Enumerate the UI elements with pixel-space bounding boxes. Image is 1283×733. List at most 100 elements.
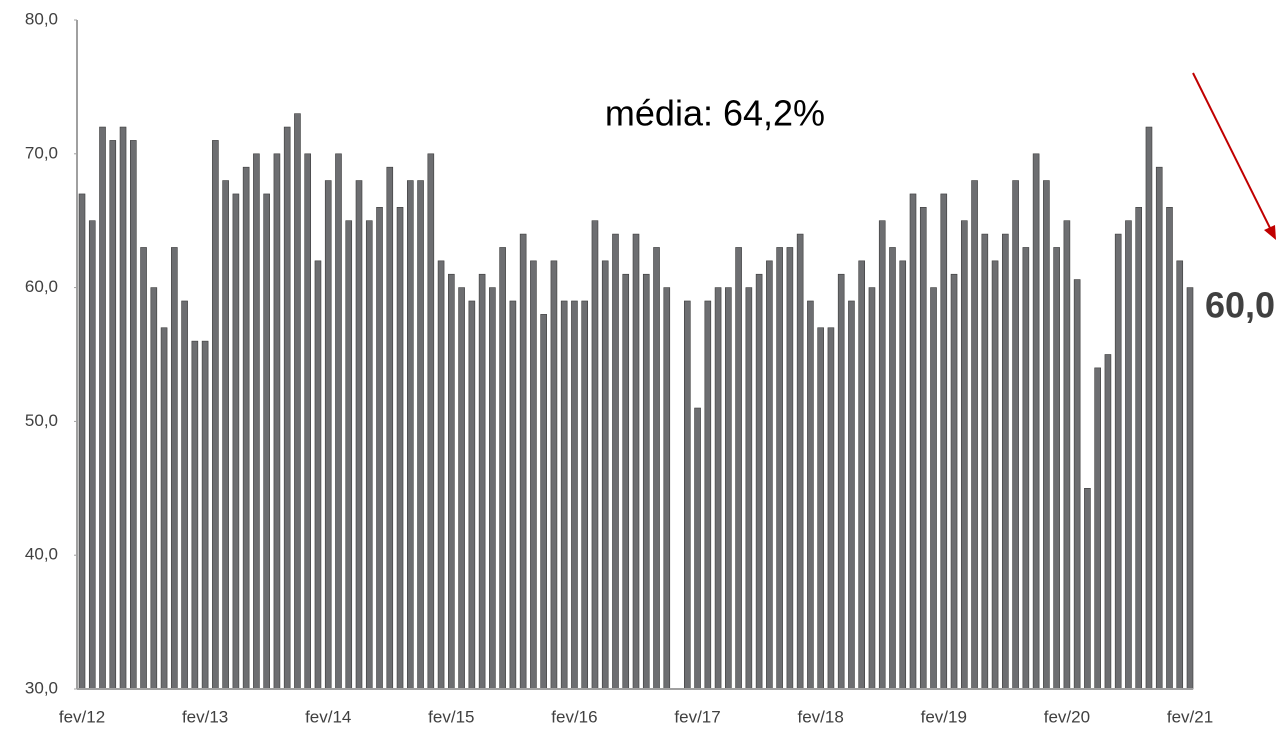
x-tick-label: fev/15 <box>428 707 474 726</box>
bar <box>663 287 671 690</box>
bar <box>807 300 814 690</box>
bar <box>930 287 937 690</box>
bar <box>478 273 486 690</box>
bar <box>1145 126 1153 690</box>
x-tick-label: fev/14 <box>305 707 351 726</box>
bar <box>489 287 496 690</box>
bar <box>304 153 312 690</box>
x-tick-label: fev/17 <box>674 707 720 726</box>
bar <box>571 300 578 690</box>
bar <box>560 300 568 690</box>
bar <box>653 247 660 690</box>
bar <box>735 247 742 690</box>
bar <box>376 207 383 690</box>
bar <box>837 273 845 690</box>
bar <box>519 233 527 690</box>
bar <box>448 273 455 690</box>
bar <box>232 193 240 690</box>
bar <box>509 300 517 690</box>
bar <box>909 193 917 690</box>
last-value-annotation: 60,0 <box>1205 285 1275 326</box>
bar <box>1032 153 1040 690</box>
bar <box>1022 247 1030 690</box>
bar <box>345 220 353 690</box>
bar <box>160 327 168 690</box>
bar <box>1166 207 1173 690</box>
bar <box>294 113 301 690</box>
bar <box>1125 220 1132 690</box>
bar <box>858 260 866 690</box>
bar <box>171 247 178 690</box>
x-tick-label: fev/18 <box>798 707 844 726</box>
bar <box>940 193 948 690</box>
bar <box>109 140 117 690</box>
bar <box>427 153 435 690</box>
bar <box>263 193 270 690</box>
bar <box>796 233 804 690</box>
x-tick-label: fev/19 <box>921 707 967 726</box>
bar <box>1043 180 1050 690</box>
bar <box>981 233 989 690</box>
bar <box>191 340 199 690</box>
bar <box>212 140 219 690</box>
bar <box>78 193 86 690</box>
average-annotation: média: 64,2% <box>605 93 825 134</box>
bar <box>1012 180 1019 690</box>
bar <box>1002 233 1009 690</box>
bar <box>417 180 424 690</box>
bar <box>889 247 896 690</box>
bar <box>817 327 824 690</box>
bar <box>99 126 106 690</box>
bar <box>140 247 147 690</box>
bar <box>960 220 968 690</box>
bar <box>714 287 722 690</box>
bar <box>129 140 137 690</box>
bar <box>1104 354 1112 690</box>
bar <box>612 233 619 690</box>
x-tick-label: fev/12 <box>59 707 105 726</box>
bar <box>1186 287 1194 690</box>
bar <box>355 180 363 690</box>
y-tick-label: 50,0 <box>25 411 58 430</box>
bar <box>150 287 158 690</box>
bar <box>1094 367 1101 690</box>
bar <box>386 166 394 690</box>
bar <box>396 207 404 690</box>
bar <box>119 126 127 690</box>
bar <box>1176 260 1184 690</box>
bar <box>540 314 547 690</box>
bar <box>550 260 558 690</box>
bar <box>314 260 322 690</box>
bar <box>755 273 763 690</box>
bar <box>273 153 281 690</box>
y-tick-label: 60,0 <box>25 277 58 296</box>
bar <box>324 180 332 690</box>
bar <box>1073 279 1081 690</box>
bar <box>776 247 783 690</box>
bar <box>253 153 260 690</box>
bar <box>335 153 342 690</box>
bar <box>406 180 414 690</box>
bar <box>694 407 701 690</box>
bar <box>365 220 373 690</box>
bar <box>1155 166 1163 690</box>
y-tick-label: 70,0 <box>25 143 58 162</box>
bar <box>468 300 476 690</box>
bar <box>530 260 537 690</box>
x-tick-label: fev/21 <box>1167 707 1213 726</box>
bar <box>1053 247 1060 690</box>
bar <box>437 260 445 690</box>
bar <box>766 260 773 690</box>
arrow-head <box>1264 225 1276 240</box>
bar <box>848 300 855 690</box>
bar <box>581 300 589 690</box>
bar <box>683 300 691 690</box>
bar <box>786 247 794 690</box>
bar <box>242 166 250 690</box>
bar <box>991 260 999 690</box>
bar <box>88 220 96 690</box>
y-tick-label: 30,0 <box>25 678 58 697</box>
x-tick-label: fev/20 <box>1044 707 1090 726</box>
bar <box>878 220 886 690</box>
